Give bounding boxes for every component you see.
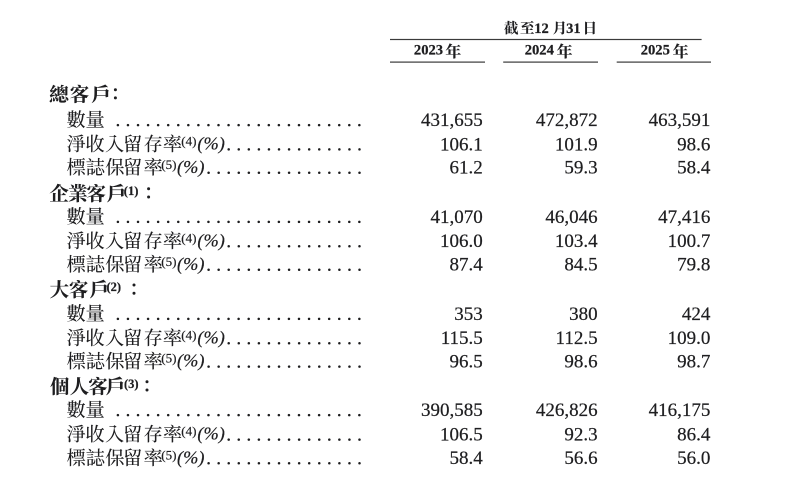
svg-text:(4): (4) xyxy=(181,424,196,439)
svg-text:472,872: 472,872 xyxy=(536,110,598,131)
svg-text:87.4: 87.4 xyxy=(450,255,484,276)
svg-text:106.1: 106.1 xyxy=(440,134,483,155)
svg-text:(%): (%) xyxy=(177,254,204,275)
svg-text:61.2: 61.2 xyxy=(450,158,483,179)
svg-text:86.4: 86.4 xyxy=(677,425,711,446)
svg-text:(%): (%) xyxy=(197,230,224,251)
svg-text:2025: 2025 xyxy=(641,42,670,58)
svg-text:79.8: 79.8 xyxy=(677,255,710,276)
svg-text:431,655: 431,655 xyxy=(421,110,483,131)
svg-text:(2): (2) xyxy=(107,280,122,294)
svg-text:(1): (1) xyxy=(124,184,139,198)
svg-text:(5): (5) xyxy=(161,351,176,366)
svg-text:380: 380 xyxy=(569,304,598,325)
svg-text:56.6: 56.6 xyxy=(564,448,597,469)
svg-text:(%): (%) xyxy=(177,157,204,178)
svg-text:47,416: 47,416 xyxy=(658,207,710,228)
svg-text:(%): (%) xyxy=(197,327,224,348)
svg-text:56.0: 56.0 xyxy=(677,448,710,469)
svg-text:2023: 2023 xyxy=(414,42,443,58)
svg-text:115.5: 115.5 xyxy=(441,328,483,349)
svg-text:41,070: 41,070 xyxy=(431,207,483,228)
svg-text:(4): (4) xyxy=(181,134,196,149)
svg-text:(%): (%) xyxy=(197,424,224,445)
svg-text:100.7: 100.7 xyxy=(668,231,711,252)
svg-text:12: 12 xyxy=(534,21,549,37)
svg-text:58.4: 58.4 xyxy=(450,448,484,469)
svg-text:101.9: 101.9 xyxy=(555,134,598,155)
svg-text:(5): (5) xyxy=(161,254,176,269)
svg-text:(4): (4) xyxy=(181,230,196,245)
svg-text:(3): (3) xyxy=(124,377,139,391)
svg-text:2024: 2024 xyxy=(525,42,555,58)
svg-text:353: 353 xyxy=(454,304,483,325)
svg-text:103.4: 103.4 xyxy=(555,231,598,252)
svg-text:46,046: 46,046 xyxy=(545,207,597,228)
svg-text:31: 31 xyxy=(566,21,581,37)
svg-text:426,826: 426,826 xyxy=(536,400,598,421)
svg-text:109.0: 109.0 xyxy=(668,328,711,349)
svg-text:424: 424 xyxy=(682,304,711,325)
svg-text:58.4: 58.4 xyxy=(677,158,711,179)
svg-text:463,591: 463,591 xyxy=(649,110,711,131)
svg-text:(5): (5) xyxy=(161,157,176,172)
svg-text:390,585: 390,585 xyxy=(421,400,483,421)
svg-text:(5): (5) xyxy=(161,447,176,462)
svg-text:416,175: 416,175 xyxy=(649,400,711,421)
svg-text:(%): (%) xyxy=(177,447,204,468)
svg-text:(%): (%) xyxy=(177,351,204,372)
svg-text:(4): (4) xyxy=(181,327,196,342)
svg-text:106.5: 106.5 xyxy=(440,425,483,446)
svg-text:112.5: 112.5 xyxy=(556,328,598,349)
svg-text:106.0: 106.0 xyxy=(440,231,483,252)
svg-text:(%): (%) xyxy=(197,134,224,155)
svg-text:98.6: 98.6 xyxy=(564,352,597,373)
svg-text:92.3: 92.3 xyxy=(564,425,597,446)
svg-text:98.7: 98.7 xyxy=(677,352,710,373)
svg-text:98.6: 98.6 xyxy=(677,134,710,155)
svg-text:59.3: 59.3 xyxy=(564,158,597,179)
svg-text:96.5: 96.5 xyxy=(450,352,483,373)
svg-text:84.5: 84.5 xyxy=(564,255,597,276)
